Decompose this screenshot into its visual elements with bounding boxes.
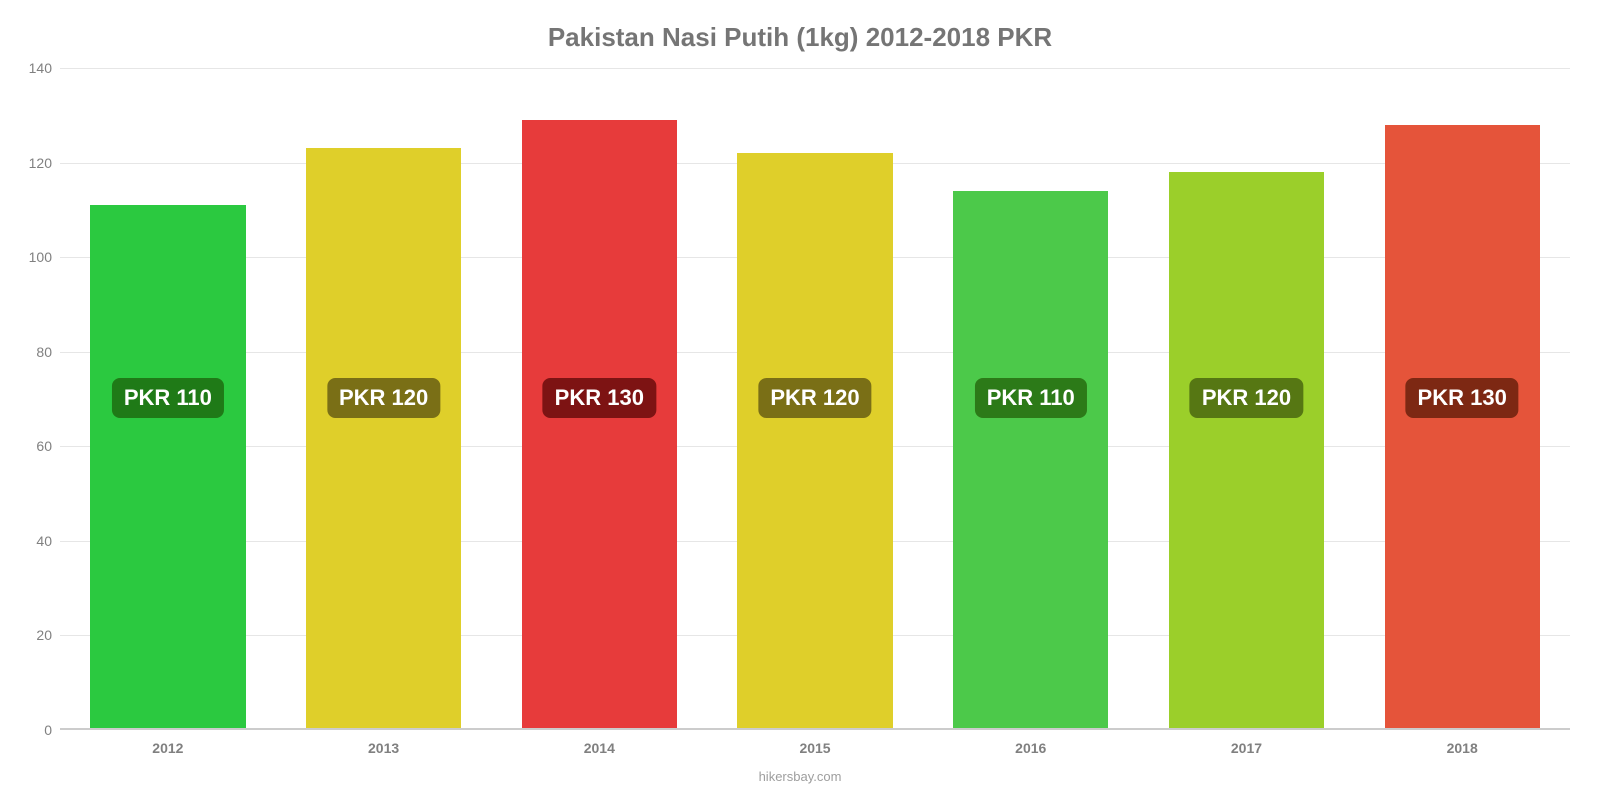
bar-series: PKR 1102012PKR 1202013PKR 1302014PKR 120… <box>60 68 1570 730</box>
bar-slot: PKR 1302018 <box>1354 68 1570 730</box>
bar <box>306 148 461 730</box>
bar-slot: PKR 1202017 <box>1139 68 1355 730</box>
bar-slot: PKR 1202015 <box>707 68 923 730</box>
y-tick-label: 100 <box>20 249 52 265</box>
x-tick-label: 2016 <box>1015 740 1046 756</box>
bar-slot: PKR 1102016 <box>923 68 1139 730</box>
bar <box>953 191 1108 730</box>
x-tick-label: 2013 <box>368 740 399 756</box>
y-tick-label: 120 <box>20 155 52 171</box>
y-tick-label: 80 <box>20 344 52 360</box>
value-badge: PKR 130 <box>1406 378 1519 418</box>
bar <box>1385 125 1540 730</box>
value-badge: PKR 130 <box>543 378 656 418</box>
bar-slot: PKR 1202013 <box>276 68 492 730</box>
attribution-text: hikersbay.com <box>0 769 1600 784</box>
x-tick-label: 2014 <box>584 740 615 756</box>
bar-slot: PKR 1302014 <box>491 68 707 730</box>
x-tick-label: 2012 <box>152 740 183 756</box>
bar <box>1169 172 1324 730</box>
value-badge: PKR 120 <box>1190 378 1303 418</box>
price-chart: Pakistan Nasi Putih (1kg) 2012-2018 PKR … <box>0 0 1600 800</box>
bar-slot: PKR 1102012 <box>60 68 276 730</box>
y-tick-label: 0 <box>20 722 52 738</box>
bar <box>522 120 677 730</box>
value-badge: PKR 110 <box>112 378 224 418</box>
y-tick-label: 40 <box>20 533 52 549</box>
y-tick-label: 140 <box>20 60 52 76</box>
bar <box>90 205 245 730</box>
chart-title: Pakistan Nasi Putih (1kg) 2012-2018 PKR <box>0 22 1600 53</box>
value-badge: PKR 120 <box>327 378 440 418</box>
x-tick-label: 2018 <box>1447 740 1478 756</box>
x-tick-label: 2017 <box>1231 740 1262 756</box>
x-axis-line <box>60 728 1570 730</box>
y-tick-label: 20 <box>20 627 52 643</box>
value-badge: PKR 120 <box>758 378 871 418</box>
y-tick-label: 60 <box>20 438 52 454</box>
bar <box>737 153 892 730</box>
value-badge: PKR 110 <box>975 378 1087 418</box>
x-tick-label: 2015 <box>799 740 830 756</box>
plot-area: 020406080100120140 PKR 1102012PKR 120201… <box>60 68 1570 730</box>
